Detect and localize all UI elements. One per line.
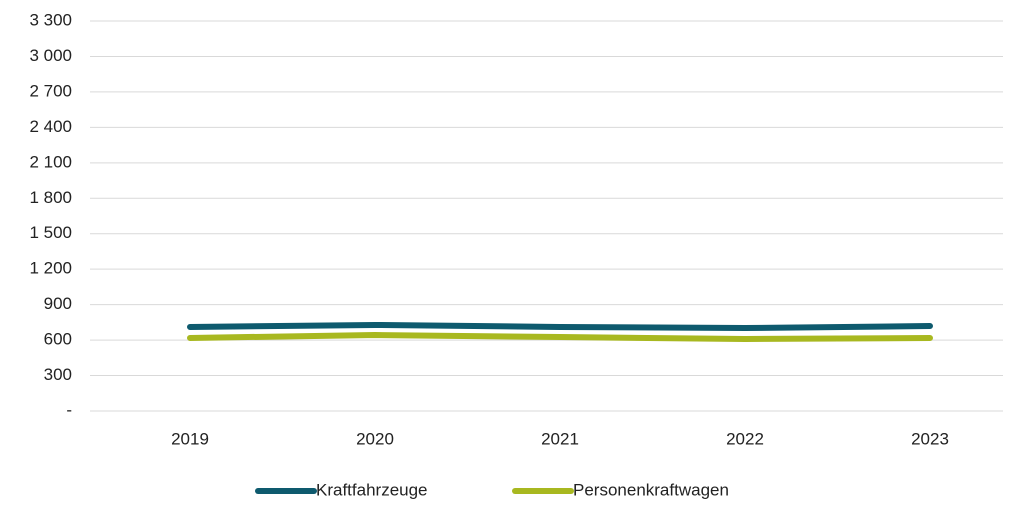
x-tick-label: 2019 xyxy=(171,429,209,448)
y-tick-label: 600 xyxy=(44,330,72,349)
series-line xyxy=(187,321,933,332)
x-tick-label: 2023 xyxy=(911,429,949,448)
x-tick-label: 2022 xyxy=(726,429,764,448)
legend-label: Kraftfahrzeuge xyxy=(316,480,428,499)
y-tick-label: 3 000 xyxy=(29,46,72,65)
x-tick-label: 2020 xyxy=(356,429,394,448)
y-tick-label: 1 500 xyxy=(29,223,72,242)
y-tick-label: 2 100 xyxy=(29,152,72,171)
y-tick-label: 1 200 xyxy=(29,259,72,278)
y-tick-label: 2 700 xyxy=(29,81,72,100)
legend-label: Personenkraftwagen xyxy=(573,480,729,499)
x-tick-label: 2021 xyxy=(541,429,579,448)
series-line xyxy=(187,332,933,343)
y-tick-label: 900 xyxy=(44,294,72,313)
y-tick-label: - xyxy=(66,400,72,419)
y-tick-label: 3 300 xyxy=(29,10,72,29)
y-tick-label: 2 400 xyxy=(29,117,72,136)
y-tick-label: 1 800 xyxy=(29,188,72,207)
y-tick-label: 300 xyxy=(44,365,72,384)
